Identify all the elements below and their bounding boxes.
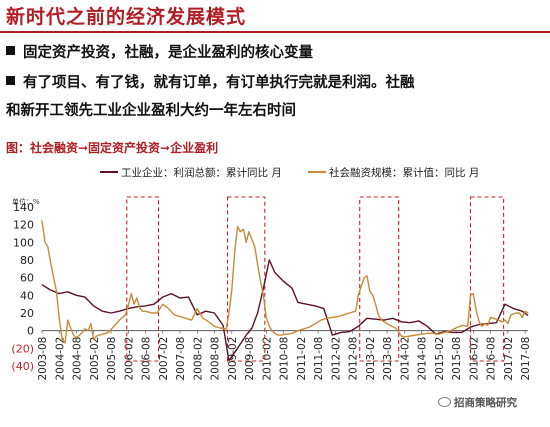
legend-label: 工业企业：利润总额：累计同比 月 (121, 166, 282, 179)
y-tick-label: 0 (27, 325, 34, 338)
x-tick-label: 2010-08 (279, 337, 291, 381)
y-tick-label: 100 (13, 236, 34, 249)
highlight-period-box (469, 196, 505, 362)
square-bullet-icon (6, 76, 15, 85)
x-tick-label: 2007-08 (175, 337, 187, 381)
y-tick-label: 120 (13, 219, 34, 232)
x-tick-label: 2006-02 (123, 337, 135, 381)
x-tick-label: 2016-08 (486, 337, 498, 381)
y-tick-label: (20) (11, 342, 34, 355)
series-line-tsf (41, 220, 529, 344)
watermark: 招商策略研究 (438, 395, 517, 410)
highlight-period-box (359, 196, 400, 362)
title-divider (0, 31, 550, 33)
x-tick-label: 2010-02 (261, 337, 273, 381)
legend-label: 社会融资规模：累计值：同比 月 (329, 166, 479, 179)
bullet-text-1: 固定资产投资，社融，是企业盈利的核心变量 (23, 45, 313, 61)
x-tick-label: 2006-08 (141, 337, 153, 381)
bullet-item-2: 有了项目、有了钱，就有订单，有订单执行完就是利润。社融 (6, 71, 415, 92)
highlight-period-box (126, 196, 160, 362)
square-bullet-icon (6, 46, 15, 55)
bullet-text-2-continued: 和新开工领先工业企业盈利大约一年左右时间 (6, 103, 296, 119)
x-tick-label: 2011-02 (296, 337, 308, 381)
x-tick-label: 2015-02 (434, 337, 446, 381)
y-tick-label: 40 (20, 289, 34, 302)
x-tick-label: 2014-08 (417, 337, 429, 381)
x-tick-label: 2017-08 (520, 337, 532, 381)
y-tick-label: 60 (20, 272, 34, 285)
x-tick-label: 2009-02 (227, 337, 239, 381)
x-tick-label: 2013-08 (382, 337, 394, 381)
x-tick-label: 2014-02 (399, 337, 411, 381)
watermark-text: 招商策略研究 (454, 397, 517, 409)
x-tick-label: 2008-08 (210, 337, 222, 381)
bullet-text-2: 有了项目、有了钱，就有订单，有订单执行完就是利润。社融 (23, 75, 415, 91)
x-tick-label: 2011-08 (313, 337, 325, 381)
x-tick-label: 2007-02 (158, 337, 170, 381)
page-title: 新时代之前的经济发展模式 (6, 6, 247, 28)
x-tick-label: 2017-02 (503, 337, 515, 381)
figure-title: 图：社会融资➞固定资产投资➞企业盈利 (6, 141, 219, 155)
x-tick-label: 2013-02 (365, 337, 377, 381)
unit-label: 单位：% (12, 197, 40, 206)
x-tick-label: 2016-02 (468, 337, 480, 381)
x-tick-label: 2005-08 (106, 337, 118, 381)
x-tick-label: 2015-08 (451, 337, 463, 381)
y-tick-label: 20 (20, 307, 34, 320)
y-tick-label: 140 (13, 201, 34, 214)
x-tick-label: 2004-02 (54, 337, 66, 381)
bullet-item-1: 固定资产投资，社融，是企业盈利的核心变量 (6, 41, 313, 62)
y-tick-label: 80 (20, 254, 34, 267)
x-tick-label: 2003-08 (37, 337, 49, 381)
x-tick-label: 2009-08 (244, 337, 256, 381)
x-tick-label: 2012-08 (348, 337, 360, 381)
wechat-icon (438, 397, 451, 407)
x-tick-label: 2005-02 (89, 337, 101, 381)
x-tick-label: 2012-02 (330, 337, 342, 381)
x-tick-label: 2008-02 (192, 337, 204, 381)
y-tick-label: (40) (11, 360, 34, 373)
x-tick-label: 2004-08 (72, 337, 84, 381)
